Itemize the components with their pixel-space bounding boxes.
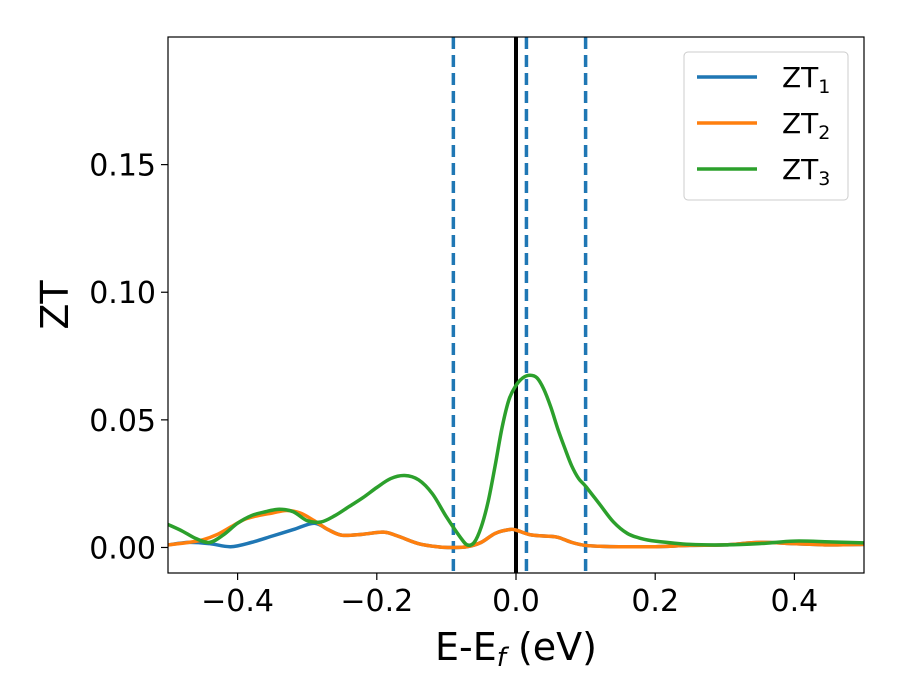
y-axis-ticks: 0.00 0.05 0.10 0.15	[89, 149, 168, 566]
y-axis-label: ZT	[33, 280, 77, 330]
legend: ZT1 ZT2 ZT3	[683, 51, 849, 201]
x-axis-label-unit: (eV)	[506, 625, 597, 669]
legend-label-zt3: ZT3	[782, 153, 830, 190]
series-line-zt2	[168, 508, 864, 550]
x-axis-ticks: −0.4 −0.2 0.0 0.2 0.4	[201, 573, 818, 619]
y-tick-label: 0.10	[89, 276, 156, 311]
series-line-zt3	[168, 373, 864, 548]
x-tick-label: 0.4	[771, 584, 819, 619]
y-tick-label: 0.05	[89, 404, 156, 439]
y-tick-label: 0.15	[89, 149, 156, 184]
x-tick-label: 0.0	[492, 584, 540, 619]
x-tick-label: 0.2	[631, 584, 679, 619]
series-lines	[168, 373, 864, 550]
legend-label-zt1: ZT1	[782, 61, 830, 98]
y-tick-label: 0.00	[89, 531, 156, 566]
x-tick-label: −0.2	[340, 584, 413, 619]
legend-label-zt2: ZT2	[782, 107, 830, 144]
x-tick-label: −0.4	[201, 584, 274, 619]
vertical-lines	[451, 37, 588, 573]
x-axis-label: E-Ef (eV)	[435, 625, 597, 673]
x-axis-label-main: E-E	[435, 625, 497, 669]
legend-box	[683, 51, 849, 201]
